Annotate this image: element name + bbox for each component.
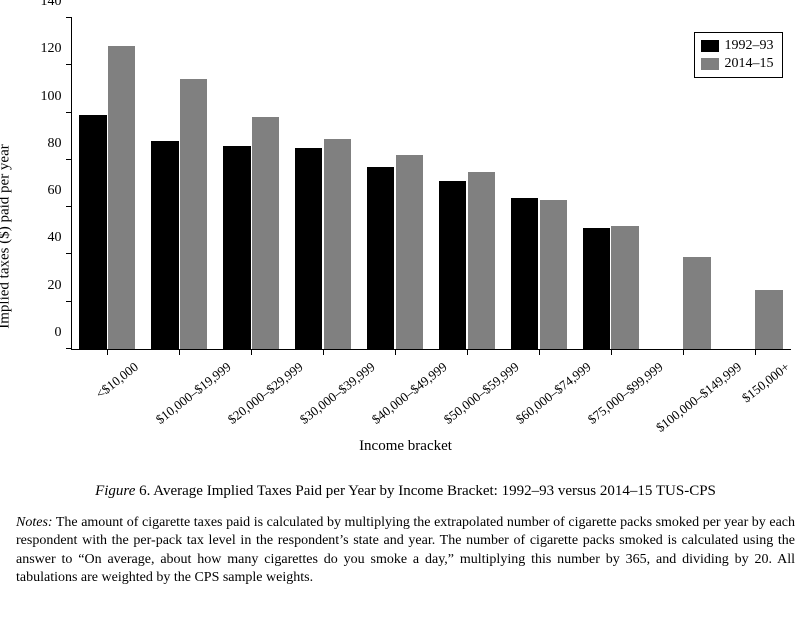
y-tick <box>66 159 72 160</box>
y-tick <box>66 112 72 113</box>
x-tick-label: $20,000–$29,999 <box>225 359 307 428</box>
bar <box>79 115 106 349</box>
plot-area: 1992–932014–15 020406080100120140<$10,00… <box>71 18 791 350</box>
bar <box>583 228 610 349</box>
caption-rest: 6. Average Implied Taxes Paid per Year b… <box>135 483 716 499</box>
y-tick-label: 0 <box>55 325 62 341</box>
x-tick-label: $75,000–$99,999 <box>585 359 667 428</box>
bar <box>324 139 351 349</box>
y-tick <box>66 17 72 18</box>
bar <box>223 146 250 349</box>
y-tick-label: 120 <box>41 41 62 57</box>
bar <box>108 46 135 349</box>
bar <box>611 226 638 349</box>
notes-body: The amount of cigarette taxes paid is ca… <box>16 515 795 585</box>
x-tick <box>683 349 684 355</box>
x-tick-label: $100,000–$149,999 <box>653 359 745 436</box>
x-tick-label: $30,000–$39,999 <box>297 359 379 428</box>
x-tick <box>251 349 252 355</box>
bar <box>439 181 466 349</box>
x-tick-label: $10,000–$19,999 <box>153 359 235 428</box>
y-tick <box>66 206 72 207</box>
bar <box>468 172 495 349</box>
bars-layer <box>72 18 791 349</box>
bar <box>180 79 207 349</box>
figure-word: Figure <box>95 483 135 499</box>
x-tick-label: $60,000–$74,999 <box>513 359 595 428</box>
x-tick-label: $40,000–$49,999 <box>369 359 451 428</box>
figure-caption: Figure 6. Average Implied Taxes Paid per… <box>20 483 791 500</box>
y-tick-label: 80 <box>48 136 62 152</box>
x-tick <box>755 349 756 355</box>
bar <box>755 290 782 349</box>
y-tick-label: 20 <box>48 278 62 294</box>
bar <box>295 148 322 349</box>
y-tick-label: 100 <box>41 89 62 105</box>
figure-notes: Notes: The amount of cigarette taxes pai… <box>16 514 795 588</box>
x-tick-label: <$10,000 <box>93 359 142 402</box>
bar <box>367 167 394 349</box>
x-tick-label: $150,000+ <box>738 359 792 406</box>
y-tick <box>66 64 72 65</box>
bar <box>511 198 538 349</box>
x-tick <box>395 349 396 355</box>
x-tick <box>611 349 612 355</box>
notes-lead: Notes: <box>16 515 53 530</box>
bar <box>252 117 279 349</box>
x-tick <box>467 349 468 355</box>
y-tick <box>66 348 72 349</box>
bar <box>151 141 178 349</box>
x-tick <box>539 349 540 355</box>
bar <box>683 257 710 349</box>
x-tick <box>107 349 108 355</box>
chart-container: Implied taxes ($) paid per year 1992–932… <box>11 18 801 438</box>
y-tick-label: 40 <box>48 230 62 246</box>
x-tick-label: $50,000–$59,999 <box>441 359 523 428</box>
y-tick-label: 60 <box>48 183 62 199</box>
y-tick <box>66 301 72 302</box>
bar <box>540 200 567 349</box>
x-tick <box>323 349 324 355</box>
y-tick <box>66 253 72 254</box>
y-axis-title: Implied taxes ($) paid per year <box>0 144 13 329</box>
bar <box>396 155 423 349</box>
x-axis-title: Income bracket <box>10 438 801 455</box>
x-tick <box>179 349 180 355</box>
y-tick-label: 140 <box>41 0 62 10</box>
